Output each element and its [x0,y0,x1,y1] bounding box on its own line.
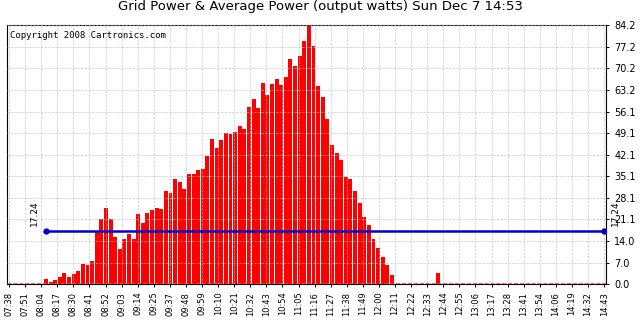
Bar [67,277,71,284]
Bar [109,219,113,284]
Bar [293,66,297,284]
Bar [155,208,159,284]
Bar [436,273,440,284]
Bar [307,25,311,284]
Bar [136,214,140,284]
Bar [325,119,330,284]
Bar [86,265,90,284]
Bar [49,282,52,284]
Bar [214,148,219,284]
Bar [284,76,288,284]
Bar [201,169,205,284]
Bar [44,279,48,284]
Bar [104,208,108,284]
Bar [243,129,246,284]
Bar [312,46,316,284]
Bar [81,264,85,284]
Bar [302,41,307,284]
Bar [358,203,362,284]
Bar [367,225,371,284]
Bar [76,271,80,284]
Text: 17.24: 17.24 [611,201,620,227]
Bar [321,97,324,284]
Bar [224,133,228,284]
Bar [362,217,366,284]
Bar [353,191,357,284]
Bar [72,274,76,284]
Bar [90,261,94,284]
Bar [141,222,145,284]
Bar [205,156,209,284]
Bar [261,83,265,284]
Bar [316,86,320,284]
Bar [247,107,251,284]
Bar [95,231,99,284]
Bar [63,273,67,284]
Bar [298,56,301,284]
Bar [289,59,292,284]
Bar [339,160,343,284]
Bar [220,140,223,284]
Bar [330,145,334,284]
Bar [252,99,255,284]
Bar [344,177,348,284]
Bar [196,170,200,284]
Bar [127,234,131,284]
Text: 17.24: 17.24 [30,201,39,227]
Bar [335,153,339,284]
Bar [182,189,186,284]
Bar [348,179,353,284]
Bar [187,174,191,284]
Bar [173,179,177,284]
Bar [132,239,136,284]
Bar [99,219,103,284]
Bar [58,277,62,284]
Text: Copyright 2008 Cartronics.com: Copyright 2008 Cartronics.com [10,30,166,39]
Bar [275,79,278,284]
Bar [122,239,126,284]
Text: Grid Power & Average Power (output watts) Sun Dec 7 14:53: Grid Power & Average Power (output watts… [118,0,522,13]
Bar [390,275,394,284]
Bar [266,95,269,284]
Bar [113,237,117,284]
Bar [210,139,214,284]
Bar [191,174,196,284]
Bar [279,85,283,284]
Bar [159,209,163,284]
Bar [376,248,380,284]
Bar [150,210,154,284]
Bar [53,280,57,284]
Bar [372,239,376,284]
Bar [178,182,182,284]
Bar [228,134,232,284]
Bar [168,193,172,284]
Bar [164,191,168,284]
Bar [145,213,149,284]
Bar [233,132,237,284]
Bar [237,126,242,284]
Bar [256,108,260,284]
Bar [270,84,274,284]
Bar [381,257,385,284]
Bar [118,249,122,284]
Bar [385,265,389,284]
